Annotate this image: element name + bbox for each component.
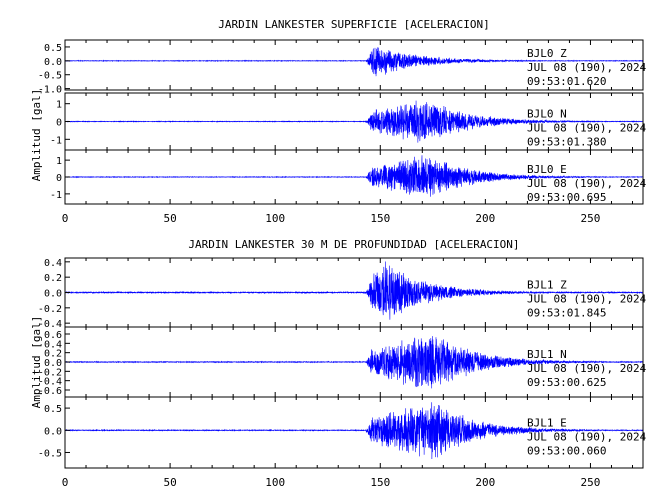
y-tick-label: -1 [50, 190, 62, 201]
station-label: BJL0 E [527, 163, 567, 176]
waveform-trace [64, 47, 644, 77]
station-label: BJL1 Z [527, 279, 567, 292]
x-tick-label: 100 [265, 212, 285, 225]
y-tick-label: 0.5 [44, 404, 62, 415]
time-label: 09:53:00.625 [527, 376, 606, 389]
panel-frame [64, 396, 644, 469]
y-tick-label: 0.4 [44, 258, 62, 269]
time-label: 09:53:01.845 [527, 307, 606, 320]
time-label: 09:53:00.060 [527, 444, 606, 457]
waveform-trace [64, 261, 644, 320]
x-tick-label: 250 [581, 212, 601, 225]
date-label: JUL 08 (190), 2024 [527, 430, 647, 443]
x-tick-label: 0 [62, 212, 69, 225]
y-tick-label: 0.2 [44, 273, 62, 284]
y-tick-label: -0.4 [38, 377, 62, 388]
y-tick-label: -0.5 [38, 71, 62, 82]
x-tick-label: 150 [370, 476, 390, 489]
y-tick-label: -1 [50, 135, 62, 146]
y-tick-label: 0.0 [44, 289, 62, 300]
date-label: JUL 08 (190), 2024 [527, 122, 647, 135]
y-tick-label: 0.2 [44, 349, 62, 360]
y-tick-label: -0.5 [38, 448, 62, 459]
waveform-trace [64, 336, 644, 389]
waveform-trace [64, 155, 644, 197]
x-tick-label: 50 [163, 476, 176, 489]
y-tick-label: 1 [56, 100, 62, 111]
chart-2: JARDIN LANKESTER 30 M DE PROFUNDIDAD [AC… [30, 238, 647, 489]
y-tick-label: 0.0 [44, 426, 62, 437]
x-tick-label: 200 [475, 476, 495, 489]
x-tick-label: 0 [62, 476, 69, 489]
y-tick-label: 0.6 [44, 330, 62, 341]
y-axis-label: Amplitud [gal] [30, 89, 43, 182]
y-tick-label: 1 [56, 156, 62, 167]
y-tick-label: 0 [56, 173, 62, 184]
y-tick-label: 0.5 [44, 43, 62, 54]
x-tick-label: 250 [581, 476, 601, 489]
station-label: BJL1 E [527, 416, 567, 429]
x-tick-label: 50 [163, 212, 176, 225]
date-label: JUL 08 (190), 2024 [527, 177, 647, 190]
x-tick-label: 100 [265, 476, 285, 489]
time-label: 09:53:00.695 [527, 191, 606, 204]
y-tick-label: 0.0 [44, 57, 62, 68]
y-tick-label: 0.0 [44, 358, 62, 369]
chart-title: JARDIN LANKESTER 30 M DE PROFUNDIDAD [AC… [188, 238, 519, 251]
y-tick-label: -1.0 [38, 85, 62, 96]
y-tick-label: 0 [56, 118, 62, 129]
y-axis-label: Amplitud [gal] [30, 316, 43, 409]
chart-title: JARDIN LANKESTER SUPERFICIE [ACELERACION… [218, 18, 490, 31]
date-label: JUL 08 (190), 2024 [527, 293, 647, 306]
chart-1: JARDIN LANKESTER SUPERFICIE [ACELERACION… [30, 18, 647, 225]
time-label: 09:53:01.380 [527, 136, 606, 149]
y-tick-label: -0.2 [38, 304, 62, 315]
y-tick-label: -0.6 [38, 386, 62, 397]
x-tick-label: 200 [475, 212, 495, 225]
waveform-trace [64, 402, 644, 460]
y-tick-label: 0.4 [44, 339, 62, 350]
x-tick-label: 150 [370, 212, 390, 225]
station-label: BJL1 N [527, 348, 567, 361]
date-label: JUL 08 (190), 2024 [527, 61, 647, 74]
date-label: JUL 08 (190), 2024 [527, 362, 647, 375]
waveform-trace [64, 100, 644, 143]
time-label: 09:53:01.620 [527, 75, 606, 88]
y-tick-label: -0.2 [38, 367, 62, 378]
panel-frame [64, 39, 644, 91]
station-label: BJL0 Z [527, 47, 567, 60]
y-tick-label: -0.4 [38, 319, 62, 330]
station-label: BJL0 N [527, 108, 567, 121]
